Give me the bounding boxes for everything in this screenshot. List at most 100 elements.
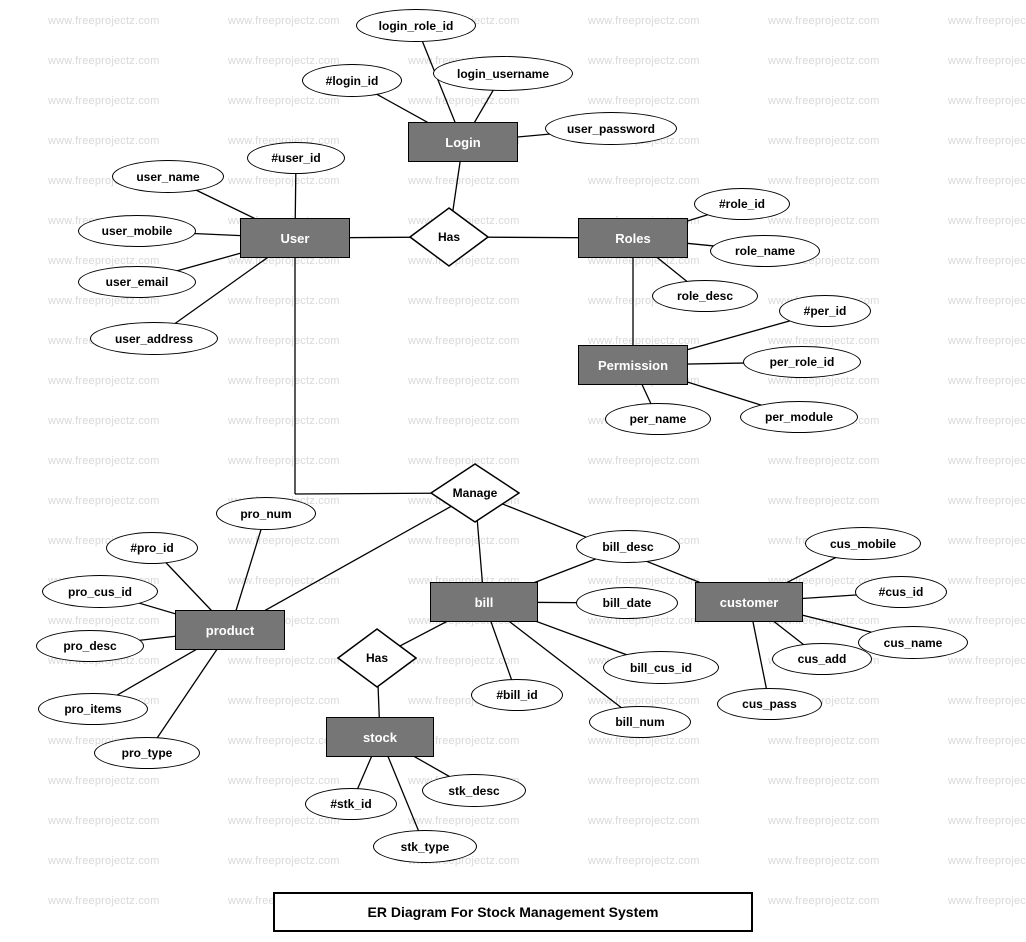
watermark: www.freeprojectz.com (588, 775, 700, 787)
watermark: www.freeprojectz.com (48, 815, 160, 827)
entity-permission: Permission (578, 345, 688, 385)
watermark: www.freeprojectz.com (408, 655, 520, 667)
watermark: www.freeprojectz.com (228, 735, 340, 747)
watermark: www.freeprojectz.com (408, 95, 520, 107)
attribute-bill_cus_id: bill_cus_id (603, 651, 719, 684)
attribute-label: login_role_id (379, 19, 454, 33)
watermark: www.freeprojectz.com (948, 415, 1026, 427)
entity-label: User (281, 231, 310, 246)
attribute-label: bill_desc (602, 540, 653, 554)
attribute-label: per_module (765, 410, 833, 424)
relationship-label: Has (438, 230, 460, 244)
attribute-user_email: user_email (78, 266, 196, 298)
watermark: www.freeprojectz.com (948, 735, 1026, 747)
watermark: www.freeprojectz.com (228, 655, 340, 667)
attribute-label: pro_type (122, 746, 173, 760)
attribute-login_username: login_username (433, 56, 573, 91)
watermark: www.freeprojectz.com (48, 455, 160, 467)
attribute-bill_desc: bill_desc (576, 530, 680, 563)
attribute-label: bill_cus_id (630, 661, 692, 675)
watermark: www.freeprojectz.com (408, 295, 520, 307)
watermark: www.freeprojectz.com (228, 535, 340, 547)
entity-label: Login (445, 135, 480, 150)
watermark: www.freeprojectz.com (768, 455, 880, 467)
attribute-label: stk_desc (448, 784, 499, 798)
watermark: www.freeprojectz.com (408, 375, 520, 387)
watermark: www.freeprojectz.com (228, 695, 340, 707)
attribute-label: pro_cus_id (68, 585, 132, 599)
watermark: www.freeprojectz.com (48, 855, 160, 867)
attribute-label: #per_id (804, 304, 847, 318)
attribute-pro_items: pro_items (38, 693, 148, 725)
attribute-user_name: user_name (112, 160, 224, 193)
attribute-bill_id: #bill_id (471, 679, 563, 711)
attribute-label: #pro_id (130, 541, 173, 555)
watermark: www.freeprojectz.com (48, 15, 160, 27)
attribute-label: #role_id (719, 197, 765, 211)
attribute-stk_desc: stk_desc (422, 774, 526, 807)
watermark: www.freeprojectz.com (588, 575, 700, 587)
watermark: www.freeprojectz.com (228, 375, 340, 387)
watermark: www.freeprojectz.com (588, 455, 700, 467)
attribute-pro_id: #pro_id (106, 532, 198, 564)
watermark: www.freeprojectz.com (948, 135, 1026, 147)
watermark: www.freeprojectz.com (768, 55, 880, 67)
watermark: www.freeprojectz.com (588, 855, 700, 867)
entity-user: User (240, 218, 350, 258)
attribute-label: #login_id (326, 74, 379, 88)
attribute-pro_cus_id: pro_cus_id (42, 575, 158, 608)
attribute-user_address: user_address (90, 322, 218, 355)
watermark: www.freeprojectz.com (588, 15, 700, 27)
attribute-cus_mobile: cus_mobile (805, 527, 921, 560)
watermark: www.freeprojectz.com (588, 95, 700, 107)
watermark: www.freeprojectz.com (588, 815, 700, 827)
watermark: www.freeprojectz.com (228, 15, 340, 27)
watermark: www.freeprojectz.com (408, 335, 520, 347)
entity-product: product (175, 610, 285, 650)
watermark: www.freeprojectz.com (948, 55, 1026, 67)
watermark: www.freeprojectz.com (408, 175, 520, 187)
watermark: www.freeprojectz.com (948, 455, 1026, 467)
watermark: www.freeprojectz.com (588, 495, 700, 507)
attribute-label: stk_type (401, 840, 450, 854)
attribute-stk_type: stk_type (373, 830, 477, 863)
attribute-label: per_name (630, 412, 687, 426)
entity-label: Roles (615, 231, 650, 246)
attribute-per_name: per_name (605, 403, 711, 435)
watermark: www.freeprojectz.com (948, 375, 1026, 387)
attribute-label: #bill_id (496, 688, 537, 702)
attribute-cus_pass: cus_pass (717, 688, 822, 720)
watermark: www.freeprojectz.com (48, 135, 160, 147)
attribute-label: #cus_id (879, 585, 924, 599)
diagram-title: ER Diagram For Stock Management System (273, 892, 753, 932)
watermark: www.freeprojectz.com (768, 215, 880, 227)
watermark: www.freeprojectz.com (948, 175, 1026, 187)
attribute-role_name: role_name (710, 235, 820, 267)
watermark: www.freeprojectz.com (768, 855, 880, 867)
entity-bill: bill (430, 582, 538, 622)
watermark: www.freeprojectz.com (228, 775, 340, 787)
attribute-per_module: per_module (740, 401, 858, 433)
attribute-stk_id: #stk_id (305, 788, 397, 820)
watermark: www.freeprojectz.com (948, 615, 1026, 627)
watermark: www.freeprojectz.com (48, 55, 160, 67)
attribute-cus_add: cus_add (772, 643, 872, 675)
watermark: www.freeprojectz.com (228, 55, 340, 67)
watermark: www.freeprojectz.com (48, 375, 160, 387)
watermark: www.freeprojectz.com (768, 815, 880, 827)
attribute-label: per_role_id (770, 355, 835, 369)
relationship-manage: Manage (430, 463, 520, 523)
watermark: www.freeprojectz.com (948, 335, 1026, 347)
relationship-has2: Has (337, 628, 417, 688)
watermark: www.freeprojectz.com (948, 495, 1026, 507)
watermark: www.freeprojectz.com (768, 735, 880, 747)
attribute-cus_name: cus_name (858, 626, 968, 659)
attribute-pro_type: pro_type (94, 737, 200, 769)
attribute-label: cus_mobile (830, 537, 896, 551)
attribute-bill_date: bill_date (576, 587, 678, 619)
attribute-label: cus_pass (742, 697, 797, 711)
watermark: www.freeprojectz.com (48, 895, 160, 907)
attribute-user_id: #user_id (247, 142, 345, 174)
watermark: www.freeprojectz.com (768, 15, 880, 27)
watermark: www.freeprojectz.com (948, 255, 1026, 267)
